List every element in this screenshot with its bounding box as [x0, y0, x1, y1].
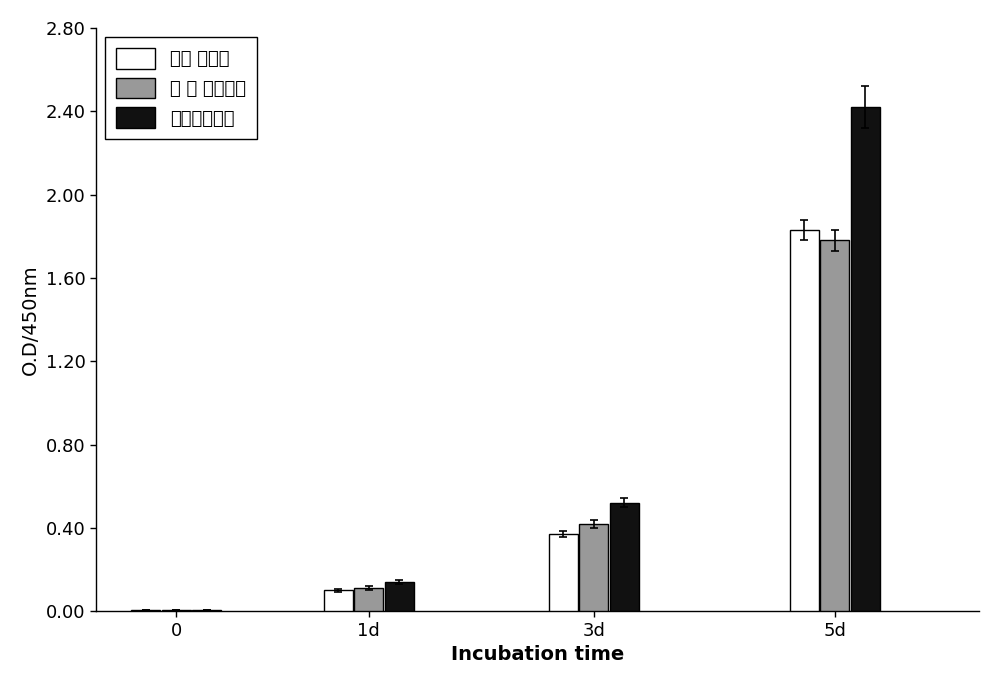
Bar: [790, 230, 819, 611]
Bar: [162, 610, 191, 611]
Bar: [324, 590, 353, 611]
Bar: [610, 503, 639, 611]
Bar: [851, 107, 880, 611]
Bar: [385, 582, 414, 611]
X-axis label: Incubation time: Incubation time: [451, 645, 624, 664]
Bar: [579, 524, 608, 611]
Y-axis label: O.D/450nm: O.D/450nm: [21, 264, 40, 375]
Bar: [192, 610, 221, 611]
Legend: 光滑 钓表面, 纳 米 管钓表面, 复合涂层表面: 光滑 钓表面, 纳 米 管钓表面, 复合涂层表面: [105, 37, 257, 139]
Bar: [820, 240, 849, 611]
Bar: [131, 610, 160, 611]
Bar: [354, 588, 383, 611]
Bar: [549, 534, 578, 611]
